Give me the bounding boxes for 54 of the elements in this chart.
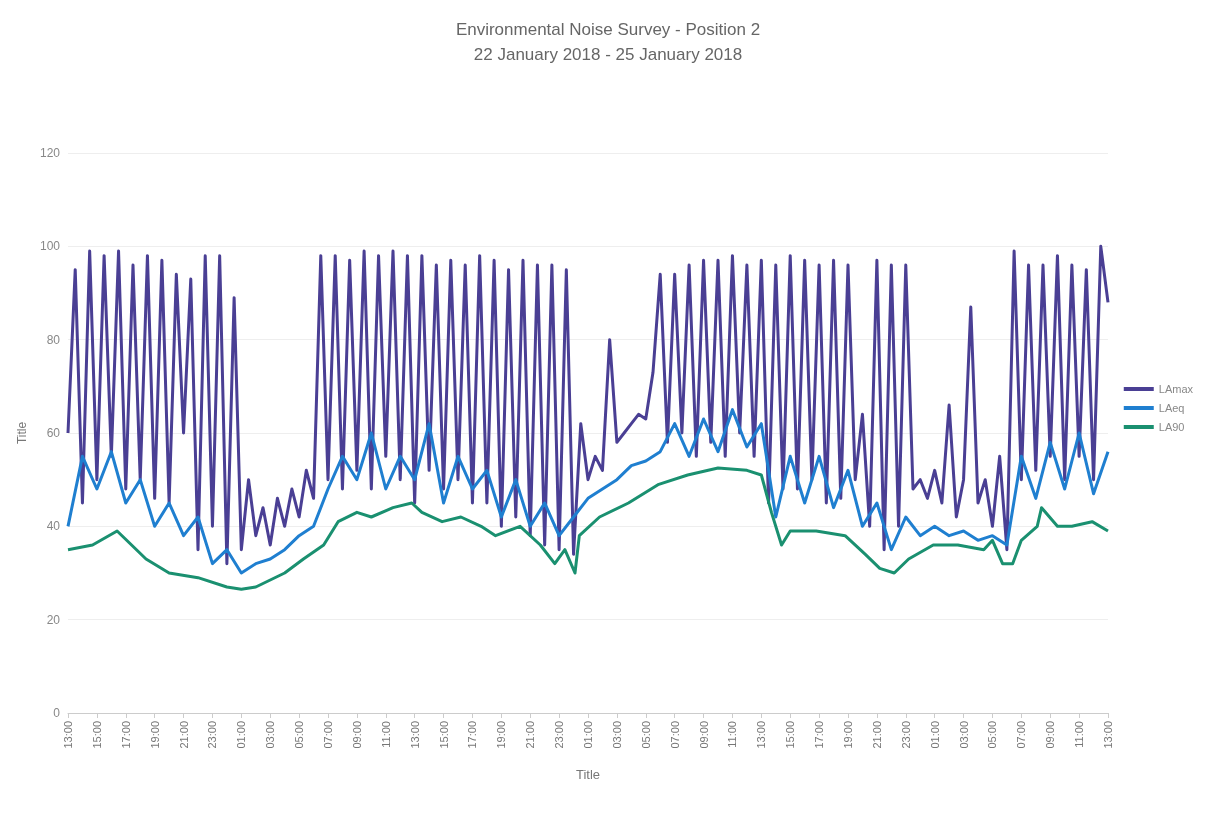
y-tick-label: 100 bbox=[39, 239, 61, 254]
x-tick-label: 07:00 bbox=[668, 721, 681, 749]
y-tick-label: 120 bbox=[39, 146, 61, 160]
x-tick-label: 03:00 bbox=[264, 721, 277, 749]
x-tick-label: 23:00 bbox=[553, 721, 566, 749]
x-tick-label: 23:00 bbox=[899, 721, 912, 749]
y-tick-label: 60 bbox=[46, 426, 61, 440]
legend-label: LA90 bbox=[1158, 421, 1185, 433]
x-tick-label: 01:00 bbox=[928, 721, 941, 749]
line-series bbox=[66, 408, 1110, 575]
x-tick-label: 11:00 bbox=[379, 721, 392, 748]
x-tick-label: 17:00 bbox=[813, 721, 826, 749]
x-tick-label: 13:00 bbox=[1102, 721, 1114, 749]
x-tick-label: 19:00 bbox=[148, 721, 161, 749]
line-series bbox=[66, 466, 1110, 591]
y-axis-title: Title bbox=[15, 421, 29, 445]
x-axis-title: Title bbox=[575, 767, 601, 782]
x-tick-label: 05:00 bbox=[986, 721, 999, 749]
x-tick-label: 01:00 bbox=[235, 721, 248, 749]
x-tick-label: 09:00 bbox=[1044, 721, 1057, 749]
x-tick-label: 13:00 bbox=[755, 721, 768, 749]
x-tick-label: 21:00 bbox=[177, 721, 190, 749]
x-tick-label: 03:00 bbox=[610, 721, 623, 749]
x-tick-label: 05:00 bbox=[293, 721, 306, 749]
x-tick-label: 21:00 bbox=[524, 721, 537, 749]
x-tick-label: 23:00 bbox=[206, 721, 219, 749]
x-tick-label: 11:00 bbox=[726, 721, 739, 748]
x-tick-label: 19:00 bbox=[495, 721, 508, 749]
x-tick-label: 13:00 bbox=[408, 721, 421, 749]
y-tick-label: 40 bbox=[46, 519, 61, 534]
x-tick-label: 09:00 bbox=[697, 721, 710, 749]
y-tick-label: 20 bbox=[46, 612, 61, 627]
legend-label: LAeq bbox=[1158, 402, 1185, 414]
x-tick-label: 03:00 bbox=[957, 721, 970, 749]
x-tick-label: 05:00 bbox=[639, 721, 652, 749]
x-tick-label: 11:00 bbox=[1073, 721, 1086, 748]
y-tick-label: 0 bbox=[53, 706, 61, 720]
x-tick-label: 15:00 bbox=[784, 721, 797, 749]
legend-label: LAmax bbox=[1158, 383, 1194, 395]
x-tick-label: 19:00 bbox=[842, 721, 854, 749]
x-tick-label: 01:00 bbox=[582, 721, 594, 749]
x-tick-label: 07:00 bbox=[322, 721, 334, 749]
x-tick-label: 15:00 bbox=[90, 721, 103, 749]
x-tick-label: 21:00 bbox=[870, 721, 883, 749]
line-series bbox=[66, 244, 1110, 566]
x-tick-label: 17:00 bbox=[466, 721, 479, 749]
x-tick-label: 09:00 bbox=[350, 721, 363, 749]
x-tick-label: 13:00 bbox=[62, 721, 74, 749]
y-tick-label: 80 bbox=[46, 332, 61, 347]
x-tick-label: 07:00 bbox=[1015, 721, 1028, 749]
chart-title: Environmental Noise Survey - Position 2 bbox=[455, 20, 761, 39]
chart-subtitle: 22 January 2018 - 25 January 2018 bbox=[473, 45, 743, 64]
x-tick-label: 17:00 bbox=[119, 721, 132, 749]
x-tick-label: 15:00 bbox=[437, 721, 450, 749]
